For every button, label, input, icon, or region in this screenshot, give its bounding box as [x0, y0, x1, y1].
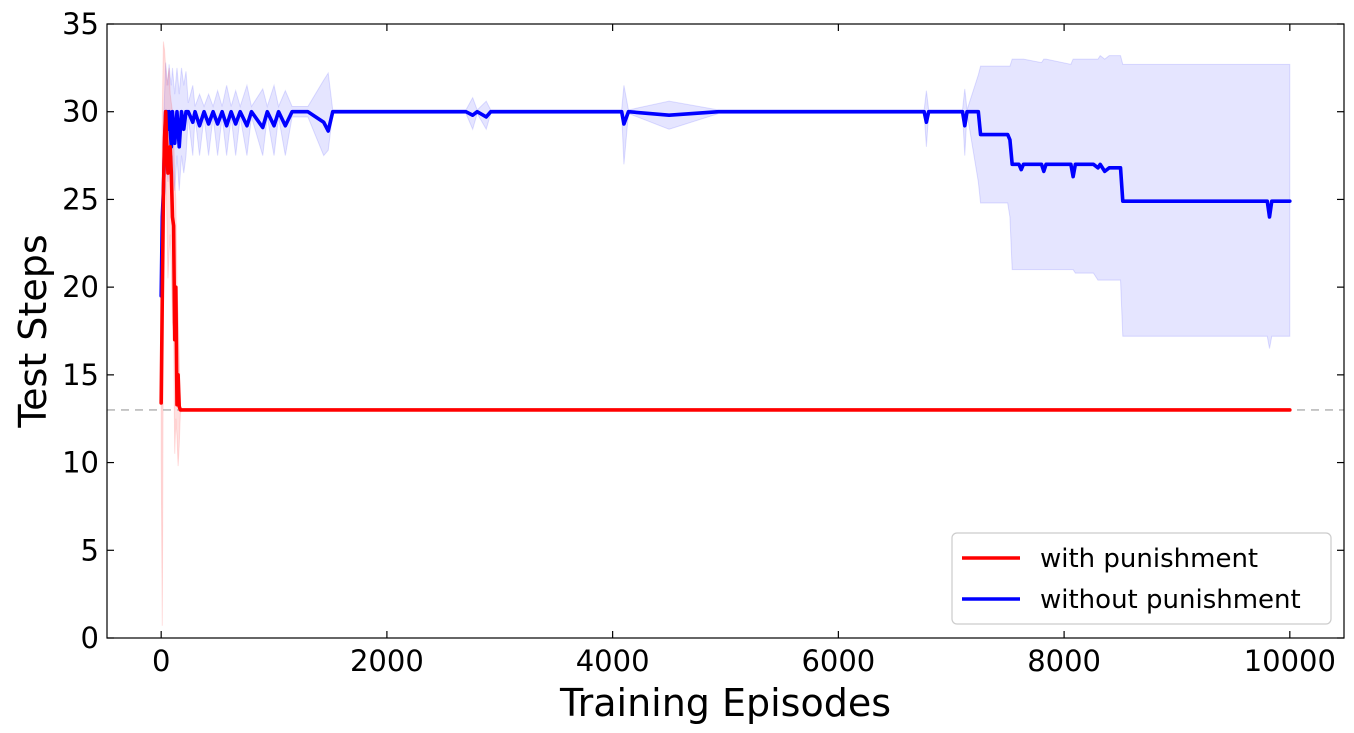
x-axis-label: Training Episodes	[559, 681, 891, 725]
series-line-with-punishment	[159, 109, 1292, 412]
series-line-without-punishment	[159, 109, 1292, 298]
axis-ticks: 0 2000 4000 6000 8000 10000 0 5 10 15 20 25 30 35	[62, 7, 1344, 678]
y-tick-label: 10	[62, 446, 99, 480]
y-axis-label: Test Steps	[11, 234, 55, 428]
legend-entry-label: without punishment	[1040, 585, 1301, 615]
band-without-punishment	[160, 54, 1291, 349]
y-tick-label: 20	[62, 270, 99, 304]
y-tick-label: 25	[62, 182, 99, 216]
legend-entry-label: with punishment	[1040, 544, 1258, 574]
legend: with punishment without punishment	[951, 532, 1332, 625]
y-tick-label: 35	[62, 7, 99, 41]
x-tick-label: 6000	[801, 644, 875, 678]
series-lines	[159, 109, 1292, 412]
x-tick-label: 10000	[1244, 644, 1336, 678]
legend-box	[951, 532, 1332, 625]
x-tick-label: 4000	[576, 644, 650, 678]
x-tick-label: 2000	[350, 644, 424, 678]
y-tick-label: 30	[62, 95, 99, 129]
x-tick-label: 8000	[1027, 644, 1101, 678]
plot-area-frame	[106, 23, 1345, 639]
y-tick-label: 15	[62, 358, 99, 392]
x-tick-label: 0	[152, 644, 170, 678]
y-tick-label: 0	[81, 621, 99, 655]
y-tick-label: 5	[81, 533, 99, 567]
